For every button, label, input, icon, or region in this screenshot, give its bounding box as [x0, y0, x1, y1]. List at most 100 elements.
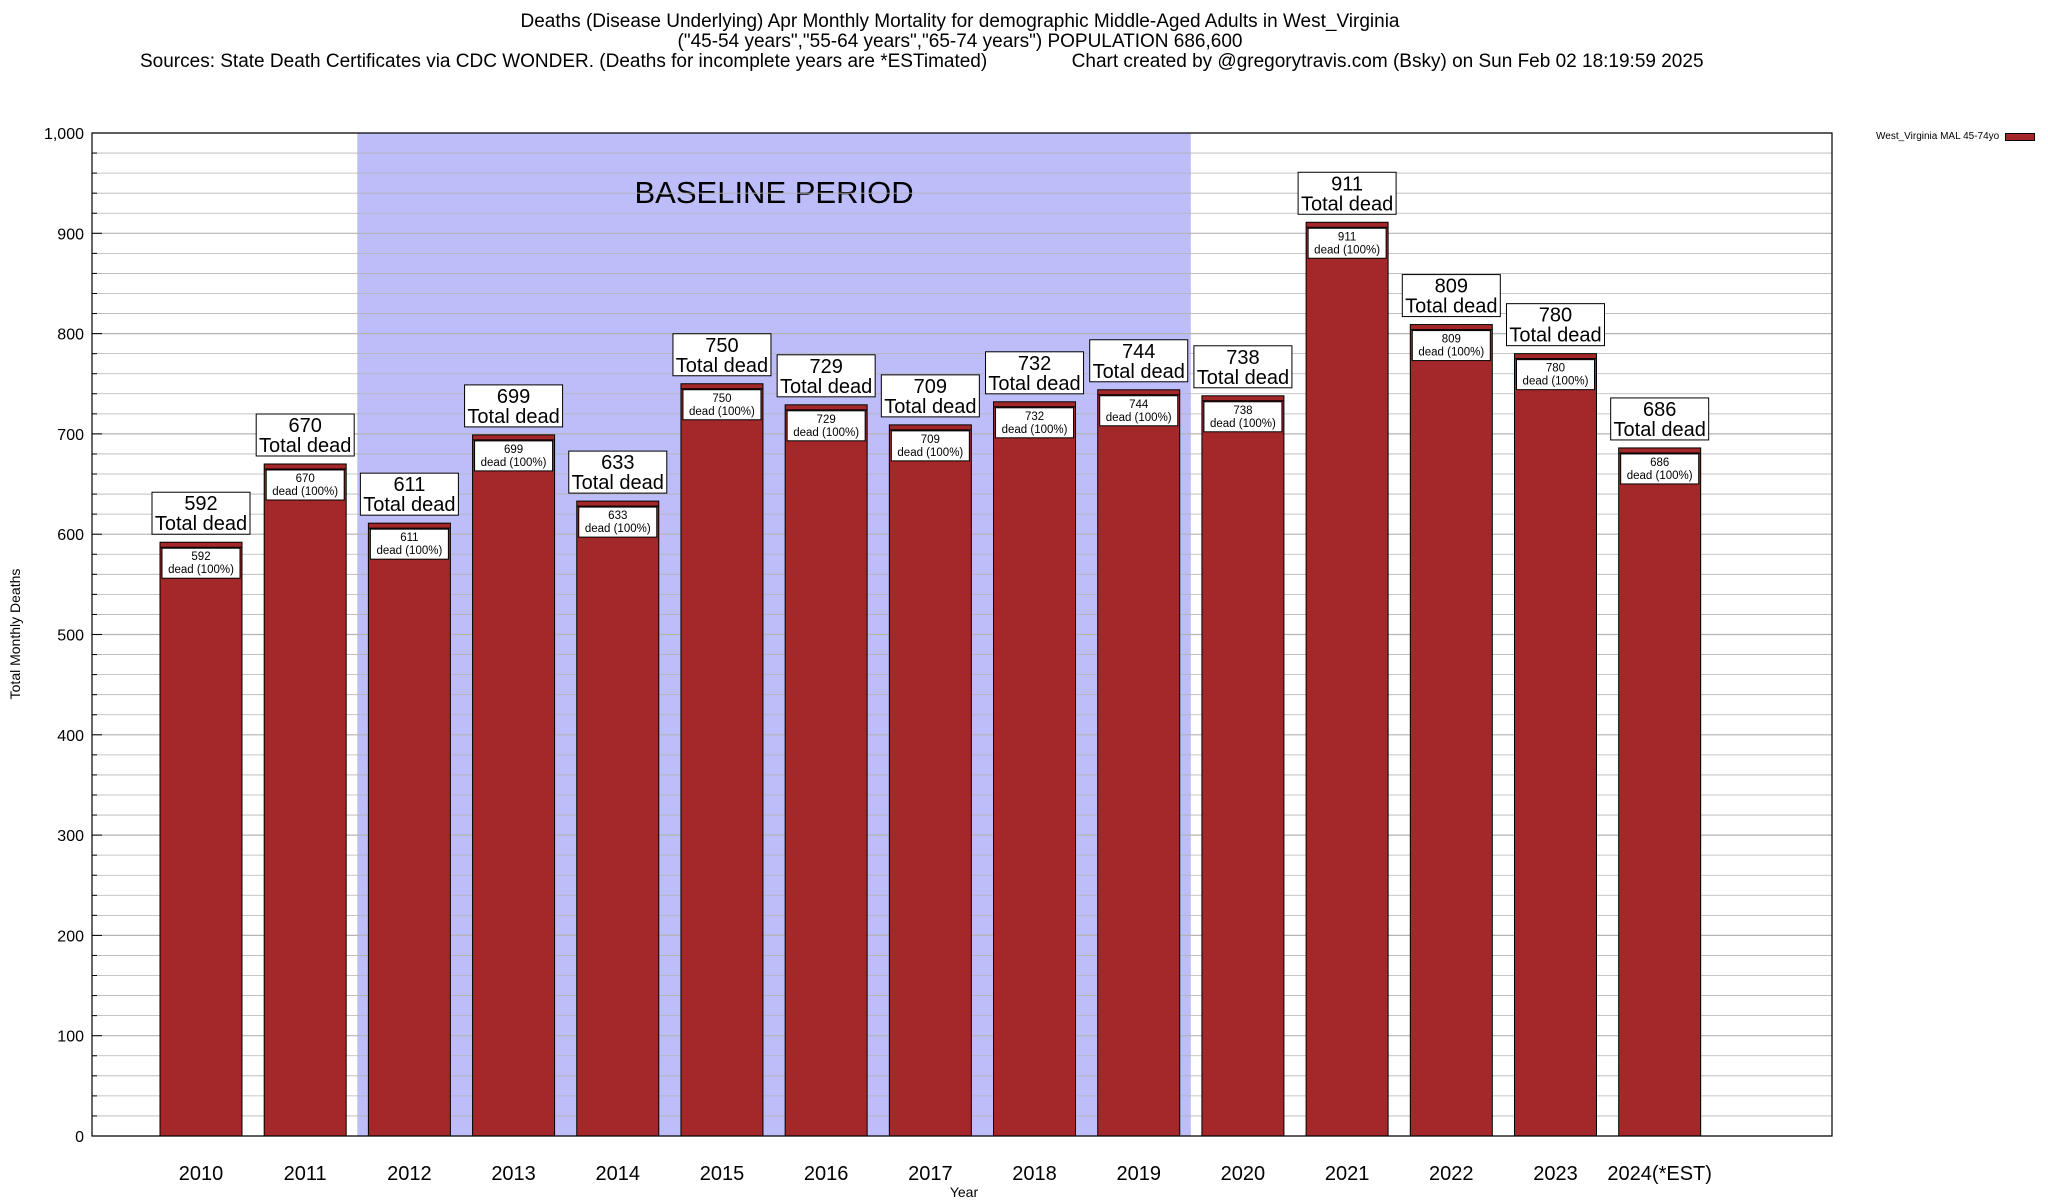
y-tick-label: 700: [57, 427, 84, 444]
x-tick-label: 2010: [179, 1163, 224, 1185]
inner-value-label: 911: [1338, 231, 1356, 243]
total-value-label: 709: [914, 376, 947, 398]
chart-title: Deaths (Disease Underlying) Apr Monthly …: [0, 12, 1920, 72]
inner-label-box: [1515, 359, 1595, 391]
inner-percent-label: dead (100%): [1314, 244, 1380, 256]
legend: West_Virginia MAL 45-74yo: [1876, 131, 2036, 142]
bar: [784, 404, 868, 1137]
x-tick-label: 2014: [596, 1163, 641, 1185]
x-tick-label: 2013: [491, 1163, 536, 1185]
y-tick-label: 0: [75, 1129, 84, 1146]
inner-percent-label: dead (100%): [585, 523, 651, 535]
inner-percent-label: dead (100%): [168, 564, 234, 576]
total-value-label: 911: [1331, 173, 1363, 195]
x-tick-label: 2020: [1221, 1163, 1266, 1185]
total-dead-label: Total dead: [467, 406, 559, 428]
inner-percent-label: dead (100%): [272, 486, 338, 498]
total-dead-label: Total dead: [259, 435, 351, 457]
bar: [472, 434, 556, 1137]
total-dead-label: Total dead: [1301, 193, 1393, 215]
inner-label-box: [995, 407, 1075, 439]
total-value-label: 633: [601, 452, 634, 474]
x-tick-label: 2012: [387, 1163, 432, 1185]
total-label-box: [1610, 397, 1710, 441]
total-dead-label: Total dead: [1509, 325, 1601, 347]
inner-percent-label: dead (100%): [376, 545, 442, 557]
bar: [1513, 353, 1597, 1137]
total-dead-label: Total dead: [676, 355, 768, 377]
inner-value-label: 633: [608, 510, 627, 522]
y-tick-label: 1,000: [44, 126, 84, 143]
title-line-2: ("45-54 years","55-64 years","65-74 year…: [677, 31, 1243, 52]
inner-label-box: [578, 506, 658, 538]
inner-value-label: 729: [817, 414, 836, 426]
x-tick-label: 2018: [1012, 1163, 1057, 1185]
total-label-box: [359, 472, 459, 516]
bar: [993, 401, 1077, 1137]
y-tick-label: 200: [57, 928, 84, 945]
bar: [888, 424, 972, 1137]
inner-value-label: 699: [504, 444, 523, 456]
plot-frame: [91, 132, 1833, 1137]
bar: [680, 383, 764, 1137]
y-tick-label: 300: [57, 828, 84, 845]
total-label-box: [1089, 339, 1189, 383]
inner-percent-label: dead (100%): [1002, 424, 1068, 436]
y-tick-label: 600: [57, 527, 84, 544]
baseline-label: BASELINE PERIOD: [635, 175, 914, 210]
total-label-box: [1193, 345, 1293, 389]
total-value-label: 592: [184, 493, 217, 515]
inner-label-box: [474, 440, 554, 472]
legend-label: West_Virginia MAL 45-74yo: [1876, 131, 2000, 142]
total-dead-label: Total dead: [780, 376, 872, 398]
bar: [576, 500, 660, 1137]
inner-label-box: [1411, 330, 1491, 362]
inner-label-box: [369, 528, 449, 560]
total-dead-label: Total dead: [1405, 296, 1497, 318]
total-value-label: 809: [1435, 276, 1468, 298]
total-label-box: [151, 491, 251, 535]
inner-percent-label: dead (100%): [793, 427, 859, 439]
inner-label-box: [1203, 401, 1283, 433]
inner-value-label: 750: [712, 393, 731, 405]
y-tick-label: 800: [57, 327, 84, 344]
total-label-box: [464, 384, 564, 428]
x-tick-label: 2024(*EST): [1607, 1163, 1712, 1185]
x-tick-label: 2011: [284, 1163, 327, 1185]
inner-percent-label: dead (100%): [1523, 376, 1589, 388]
inner-value-label: 670: [296, 473, 315, 485]
total-value-label: 729: [809, 356, 842, 378]
inner-percent-label: dead (100%): [897, 447, 963, 459]
bar: [1305, 221, 1389, 1137]
bar: [263, 463, 347, 1137]
credit-text: Chart created by @gregorytravis.com (Bsk…: [1071, 51, 1704, 72]
total-value-label: 744: [1122, 341, 1155, 363]
inner-value-label: 686: [1650, 457, 1669, 469]
total-value-label: 750: [705, 335, 738, 357]
x-tick-label: 2019: [1116, 1163, 1161, 1185]
inner-percent-label: dead (100%): [1106, 412, 1172, 424]
total-label-box: [1297, 171, 1397, 215]
inner-value-label: 732: [1025, 411, 1044, 423]
bar: [1097, 389, 1181, 1137]
x-tick-label: 2023: [1533, 1163, 1578, 1185]
inner-value-label: 809: [1442, 334, 1461, 346]
inner-value-label: 780: [1546, 363, 1565, 375]
total-dead-label: Total dead: [155, 513, 247, 535]
total-dead-label: Total dead: [572, 472, 664, 494]
inner-label-box: [682, 389, 762, 421]
x-tick-label: 2016: [804, 1163, 849, 1185]
inner-value-label: 709: [921, 434, 940, 446]
total-label-box: [1505, 303, 1605, 347]
x-axis-label: Year: [950, 1184, 979, 1200]
inner-value-label: 738: [1233, 405, 1252, 417]
total-label-box: [568, 450, 668, 494]
inner-percent-label: dead (100%): [1210, 418, 1276, 430]
bar: [1201, 395, 1285, 1137]
legend-swatch: [2005, 132, 2036, 141]
inner-label-box: [161, 547, 241, 579]
title-line-3: Sources: State Death Certificates via CD…: [0, 52, 1920, 72]
y-tick-label: 900: [57, 226, 84, 243]
total-dead-label: Total dead: [1614, 419, 1706, 441]
inner-percent-label: dead (100%): [1627, 470, 1693, 482]
